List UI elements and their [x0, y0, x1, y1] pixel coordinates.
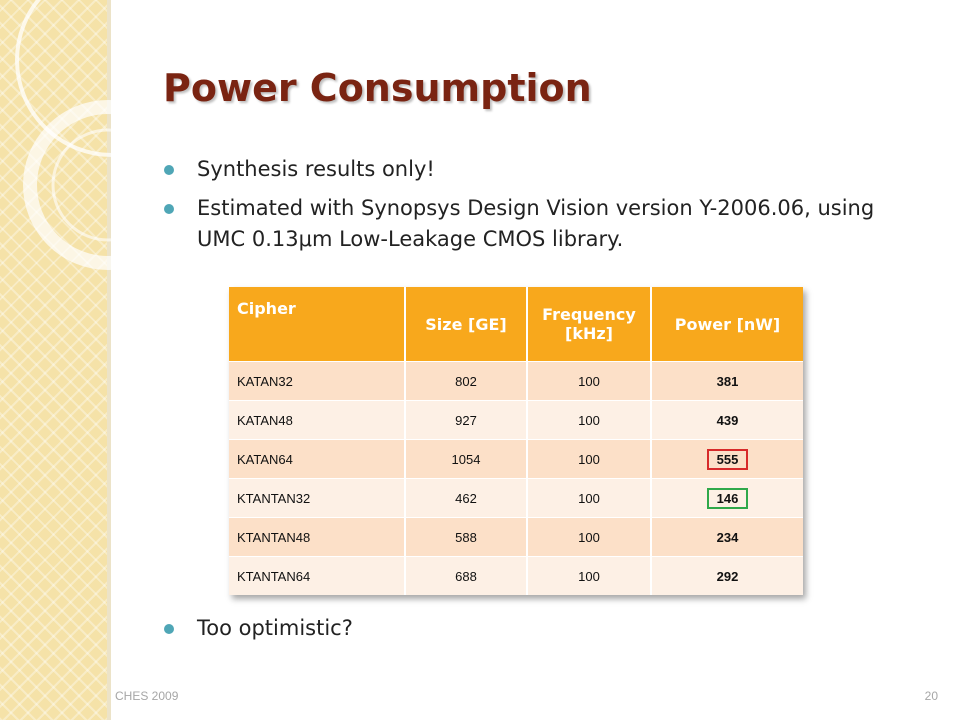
highlighted-power-value: 555 [706, 448, 749, 470]
table-row: KTANTAN48 588 100 234 [229, 517, 803, 557]
table-row: KATAN32 802 100 381 [229, 361, 803, 401]
cell-power: 439 [651, 400, 803, 440]
bullet-item: Estimated with Synopsys Design Vision ve… [160, 193, 920, 255]
table-row: KATAN64 1054 100 555 [229, 439, 803, 479]
highlighted-power-value: 146 [706, 487, 749, 509]
cell-cipher: KTANTAN32 [229, 478, 406, 518]
cell-cipher: KATAN32 [229, 361, 406, 401]
bullet-text: Synthesis results only! [197, 157, 435, 181]
cell-power: 555 [651, 439, 803, 479]
decorative-circles [15, 0, 209, 270]
page-number: 20 [924, 689, 938, 703]
slide-title: Power Consumption [163, 66, 592, 110]
cell-cipher: KATAN64 [229, 439, 406, 479]
cell-size: 802 [405, 361, 528, 401]
power-value: 381 [716, 373, 739, 389]
bullet-list-bottom: Too optimistic? [160, 613, 920, 644]
power-value: 234 [716, 529, 739, 545]
header-power: Power [nW] [651, 287, 803, 362]
header-frequency: Frequency [kHz] [527, 287, 652, 362]
cell-size: 1054 [405, 439, 528, 479]
table-row: KTANTAN32 462 100 146 [229, 478, 803, 518]
bullet-dot-icon [164, 204, 174, 214]
power-value: 292 [716, 568, 739, 584]
cell-frequency: 100 [527, 478, 652, 518]
cell-cipher: KTANTAN64 [229, 556, 406, 595]
cell-power: 234 [651, 517, 803, 557]
cell-frequency: 100 [527, 439, 652, 479]
bullet-dot-icon [164, 165, 174, 175]
power-value: 439 [716, 412, 739, 428]
cell-power: 292 [651, 556, 803, 595]
table-row: KTANTAN64 688 100 292 [229, 556, 803, 595]
cell-cipher: KTANTAN48 [229, 517, 406, 557]
bullet-list: Synthesis results only! Estimated with S… [160, 154, 920, 255]
header-cipher: Cipher [229, 287, 406, 362]
cell-size: 588 [405, 517, 528, 557]
cell-cipher: KATAN48 [229, 400, 406, 440]
header-size: Size [GE] [405, 287, 528, 362]
cell-frequency: 100 [527, 556, 652, 595]
cell-size: 688 [405, 556, 528, 595]
bullet-dot-icon [164, 624, 174, 634]
bullet-text: Estimated with Synopsys Design Vision ve… [197, 196, 875, 251]
cell-power: 146 [651, 478, 803, 518]
footer-conference: CHES 2009 [115, 689, 179, 703]
bullet-text: Too optimistic? [197, 616, 353, 640]
cell-frequency: 100 [527, 517, 652, 557]
cell-power: 381 [651, 361, 803, 401]
cell-frequency: 100 [527, 361, 652, 401]
table-header-row: Cipher Size [GE] Frequency [kHz] Power [… [229, 287, 803, 362]
sidebar-edge [107, 0, 111, 720]
results-table: Cipher Size [GE] Frequency [kHz] Power [… [229, 287, 803, 595]
table-row: KATAN48 927 100 439 [229, 400, 803, 440]
bullet-item: Too optimistic? [160, 613, 920, 644]
table-body: KATAN32 802 100 381 KATAN48 927 100 439 KATAN64 1… [229, 361, 803, 595]
bullet-item: Synthesis results only! [160, 154, 920, 185]
cell-size: 927 [405, 400, 528, 440]
cell-frequency: 100 [527, 400, 652, 440]
cell-size: 462 [405, 478, 528, 518]
